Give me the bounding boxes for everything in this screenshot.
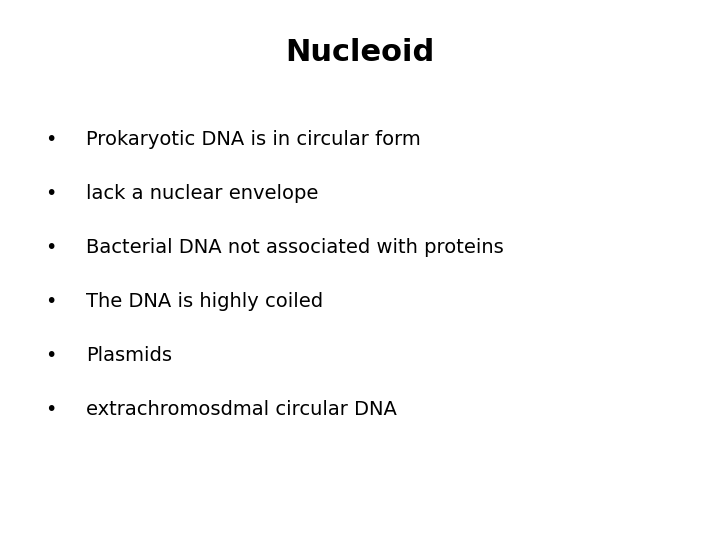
- Text: The DNA is highly coiled: The DNA is highly coiled: [86, 292, 323, 310]
- Text: Bacterial DNA not associated with proteins: Bacterial DNA not associated with protei…: [86, 238, 504, 256]
- Text: lack a nuclear envelope: lack a nuclear envelope: [86, 184, 319, 202]
- Text: Nucleoid: Nucleoid: [285, 38, 435, 67]
- Text: extrachromosdmal circular DNA: extrachromosdmal circular DNA: [86, 400, 397, 419]
- Text: Prokaryotic DNA is in circular form: Prokaryotic DNA is in circular form: [86, 130, 421, 148]
- Text: •: •: [45, 184, 56, 202]
- Text: •: •: [45, 130, 56, 148]
- Text: •: •: [45, 238, 56, 256]
- Text: •: •: [45, 292, 56, 310]
- Text: Plasmids: Plasmids: [86, 346, 172, 365]
- Text: •: •: [45, 346, 56, 365]
- Text: •: •: [45, 400, 56, 419]
